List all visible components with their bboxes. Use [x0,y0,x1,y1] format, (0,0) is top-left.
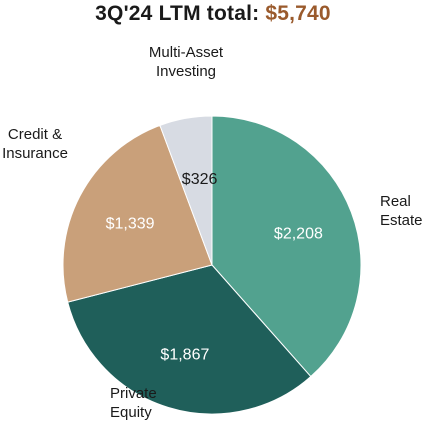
category-label-line: Estate [380,212,423,229]
value-label-multi-asset-investing: $326 [182,171,218,188]
category-label-real-estate: Real Estate [380,193,423,229]
pie-slice-credit-insurance [62,124,213,303]
pie-slices [62,115,362,415]
chart-title-prefix: 3Q'24 LTM total: [95,2,260,25]
value-label-credit-insurance: $1,339 [106,215,155,232]
category-label-line: Private [110,385,157,402]
pie-slice-multi-asset-investing [159,115,213,266]
chart-title-total: $5,740 [265,2,331,25]
pie-value-labels: $2,208 $1,867 $1,339 $326 [106,171,323,363]
category-label-line: Equity [110,404,152,421]
category-label-line: Multi-Asset [149,44,224,61]
category-label-credit-insurance: Credit & Insurance [2,126,68,162]
category-label-line: Insurance [2,145,68,162]
pie-slice-private-equity [67,264,312,415]
pie-category-labels: Real Estate Private Equity Credit & Insurance… [2,44,422,421]
pie-slice-real-estate [211,115,362,378]
category-label-multi-asset-investing: Multi-Asset Investing [149,44,224,80]
category-label-line: Investing [156,63,216,80]
category-label-line: Real [380,193,411,210]
category-label-private-equity: Private Equity [110,385,157,421]
value-label-private-equity: $1,867 [160,346,209,363]
chart-title: 3Q'24 LTM total: $5,740 [0,2,426,26]
category-label-line: Credit & [8,126,62,143]
value-label-real-estate: $2,208 [274,225,323,242]
